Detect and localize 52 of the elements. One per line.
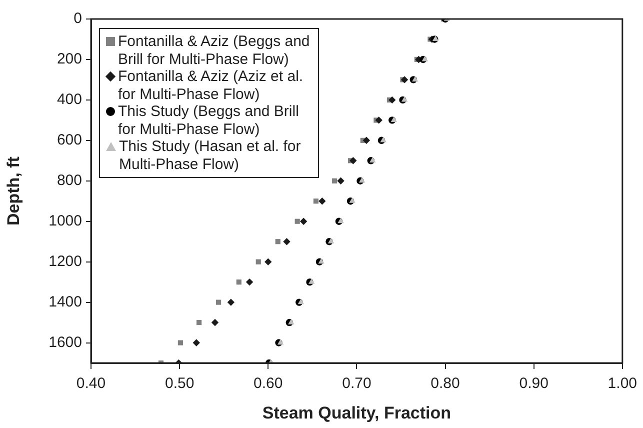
y-tick-label: 800: [56, 172, 82, 190]
point: [211, 318, 219, 326]
x-tick-label: 0.40: [76, 375, 106, 392]
point: [318, 258, 324, 264]
point: [300, 218, 308, 225]
y-tick-label: 0: [74, 10, 82, 28]
point: [362, 136, 370, 144]
point: [350, 157, 357, 164]
point: [332, 178, 338, 184]
x-tick-label: 1.00: [608, 375, 638, 392]
point: [337, 177, 344, 184]
point: [318, 198, 326, 205]
point: [294, 218, 300, 224]
y-tick-label: 200: [56, 50, 82, 68]
point: [178, 340, 183, 346]
x-tick-label: 0.70: [342, 375, 372, 392]
y-axis-title: Depth, ft: [4, 156, 23, 226]
point: [349, 198, 356, 203]
y-tick-label: 1200: [48, 252, 82, 270]
point: [412, 76, 418, 82]
x-tick-label: 0.80: [430, 375, 460, 392]
point: [370, 157, 376, 162]
point: [380, 136, 386, 142]
x-axis-title: Steam Quality, Fraction: [262, 403, 452, 422]
point: [338, 218, 344, 224]
y-tick-label: 1400: [48, 293, 82, 310]
point: [216, 300, 222, 305]
point: [375, 116, 382, 124]
point: [275, 239, 280, 244]
x-tick-label: 0.50: [164, 375, 194, 392]
legend-label: This Study (Hasan et al. for Multi-Phase Flow): [119, 138, 302, 173]
legend-label: Fontanilla & Aziz (Aziz et al. for Multi-Phase Flow): [118, 68, 304, 103]
point: [288, 318, 294, 324]
y-tick-label: 400: [56, 91, 82, 108]
point: [313, 198, 319, 204]
point: [227, 298, 235, 306]
point: [283, 238, 290, 246]
y-tick-label: 600: [56, 132, 82, 149]
point: [236, 280, 242, 285]
x-tick-label: 0.90: [519, 375, 548, 392]
point: [246, 278, 254, 286]
point: [400, 76, 408, 84]
x-tick-label: 0.60: [254, 375, 283, 392]
point: [388, 96, 396, 104]
point: [196, 320, 202, 326]
legend-label: Fontanilla & Aziz (Beggs and Brill for Multi-Phase Flow): [118, 33, 311, 68]
point: [192, 339, 200, 346]
point: [256, 259, 261, 264]
y-tick-label: 1600: [48, 334, 82, 351]
legend-label: This Study (Beggs and Brill for Multi-Phase Flow): [118, 103, 300, 138]
y-tick-label: 1000: [48, 212, 82, 230]
point: [264, 258, 272, 266]
